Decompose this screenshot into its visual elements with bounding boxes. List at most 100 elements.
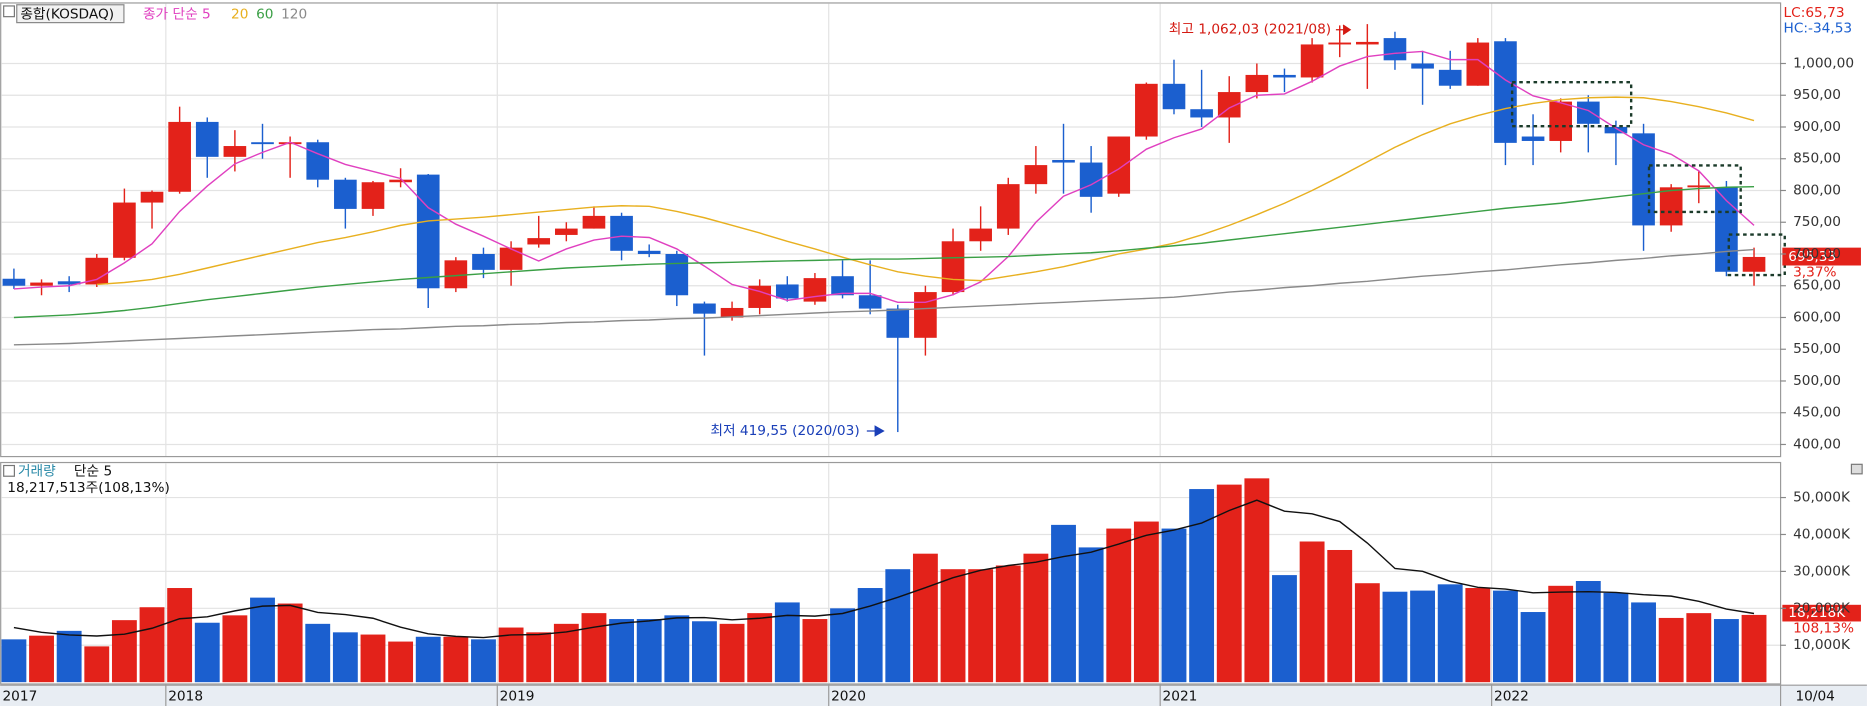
volume-bar	[664, 615, 690, 683]
chart-title: 종합(KOSDAQ)	[20, 6, 114, 22]
candle-body	[1494, 41, 1517, 143]
volume-bar	[84, 646, 110, 683]
candle-body	[693, 303, 716, 314]
candle-body	[555, 228, 578, 235]
x-tick-label: 2021	[1163, 688, 1198, 704]
volume-bar	[1437, 584, 1463, 683]
y-tick-label: 900,00	[1793, 119, 1841, 135]
volume-bar	[1, 639, 27, 683]
volume-bar	[830, 608, 855, 683]
candle-body	[831, 276, 854, 296]
y-tick-label: 400,00	[1793, 436, 1841, 452]
volume-bar	[581, 613, 607, 683]
volume-bar	[1244, 478, 1270, 683]
candle-body	[720, 307, 744, 318]
y-tick-label: 1,000,00	[1793, 55, 1854, 71]
volume-bar	[912, 553, 938, 683]
hc-label: HC:-34,53	[1784, 21, 1853, 37]
highlight-box	[1727, 233, 1786, 277]
volume-bar	[415, 636, 441, 683]
y-tick-label: 500,00	[1793, 373, 1841, 389]
candle-body	[886, 308, 910, 338]
last-change: 3,37%	[1793, 265, 1836, 281]
candle-body	[1107, 136, 1131, 194]
y-tick-label: 800,00	[1793, 182, 1841, 198]
volume-bar	[609, 619, 635, 683]
x-tick-label: 2019	[500, 688, 535, 704]
candle-body	[1273, 74, 1296, 78]
volume-bar	[111, 620, 137, 683]
volume-bar	[1272, 575, 1297, 683]
panel-button	[1850, 463, 1863, 475]
candle-body	[223, 146, 247, 157]
volume-bar	[498, 627, 524, 683]
volume-bar	[526, 632, 552, 683]
volume-bar	[857, 588, 883, 683]
candle-body	[1438, 69, 1462, 86]
legend-entry: 120	[281, 6, 307, 22]
volume-bar	[1575, 581, 1601, 683]
low-arrow	[866, 425, 885, 437]
volume-bar	[305, 623, 331, 683]
highlight-box	[1647, 164, 1742, 214]
y-tick-label: 700,00	[1793, 246, 1841, 262]
volume-subtitle: 18,217,513주(108,13%)	[7, 480, 170, 496]
volume-bar	[1658, 617, 1684, 683]
volume-bar	[1327, 549, 1353, 683]
moving-average	[13, 248, 1755, 346]
volume-bar	[222, 615, 248, 683]
moving-average	[13, 185, 1755, 319]
volume-bar	[940, 569, 966, 683]
candle-body	[306, 142, 330, 180]
last-volume-change: 108,13%	[1793, 621, 1854, 637]
candle-body	[1356, 41, 1379, 45]
legend-entry: 60	[256, 6, 273, 22]
volume-bar	[1382, 591, 1408, 683]
last-price-tag	[1782, 247, 1861, 266]
high-arrow	[1335, 24, 1352, 36]
volume-bar	[360, 634, 386, 683]
title-box	[16, 4, 125, 24]
volume-bar	[29, 635, 54, 683]
candle-body	[1217, 92, 1241, 118]
highlight-box	[1510, 80, 1633, 128]
y-tick-label: 40,000K	[1793, 526, 1851, 542]
y-tick-label: 750,00	[1793, 214, 1841, 230]
volume-bar	[553, 623, 579, 683]
volume-bar	[1161, 528, 1187, 683]
candle-body	[941, 241, 965, 293]
mark-layer	[1, 24, 1767, 683]
y-tick-label: 600,00	[1793, 309, 1841, 325]
x-tick-label: 2017	[2, 688, 37, 704]
volume-bar	[443, 636, 469, 683]
candle-body	[416, 174, 440, 289]
volume-bar	[636, 619, 662, 683]
x-tick-label: 2022	[1494, 688, 1529, 704]
candle-body	[610, 215, 633, 251]
volume-bar	[388, 641, 414, 683]
volume-bar	[194, 622, 220, 683]
candle-body	[2, 278, 26, 286]
candle-body	[1604, 126, 1628, 134]
volume-bar	[167, 588, 193, 683]
candle-body	[85, 257, 109, 285]
candle-body	[582, 215, 606, 229]
volume-panel	[0, 461, 1782, 685]
candle-body	[969, 228, 992, 242]
volume-bar	[1410, 590, 1436, 683]
volume-bar	[1133, 521, 1159, 683]
candle-body	[389, 179, 412, 183]
y-tick-label: 10,000K	[1793, 637, 1851, 653]
price-panel	[0, 2, 1782, 458]
y-tick-label: 450,00	[1793, 405, 1841, 421]
volume-bar	[332, 632, 358, 683]
low-annotation: 최저 419,55 (2020/03)	[710, 423, 859, 439]
volume-bar	[1216, 484, 1242, 683]
legend-entry: 단순 5	[74, 463, 112, 479]
candle-body	[1245, 74, 1269, 93]
candle-body	[30, 282, 53, 286]
volume-bar	[692, 621, 717, 683]
volume-bar	[1603, 592, 1629, 683]
volume-bar	[1078, 547, 1104, 683]
